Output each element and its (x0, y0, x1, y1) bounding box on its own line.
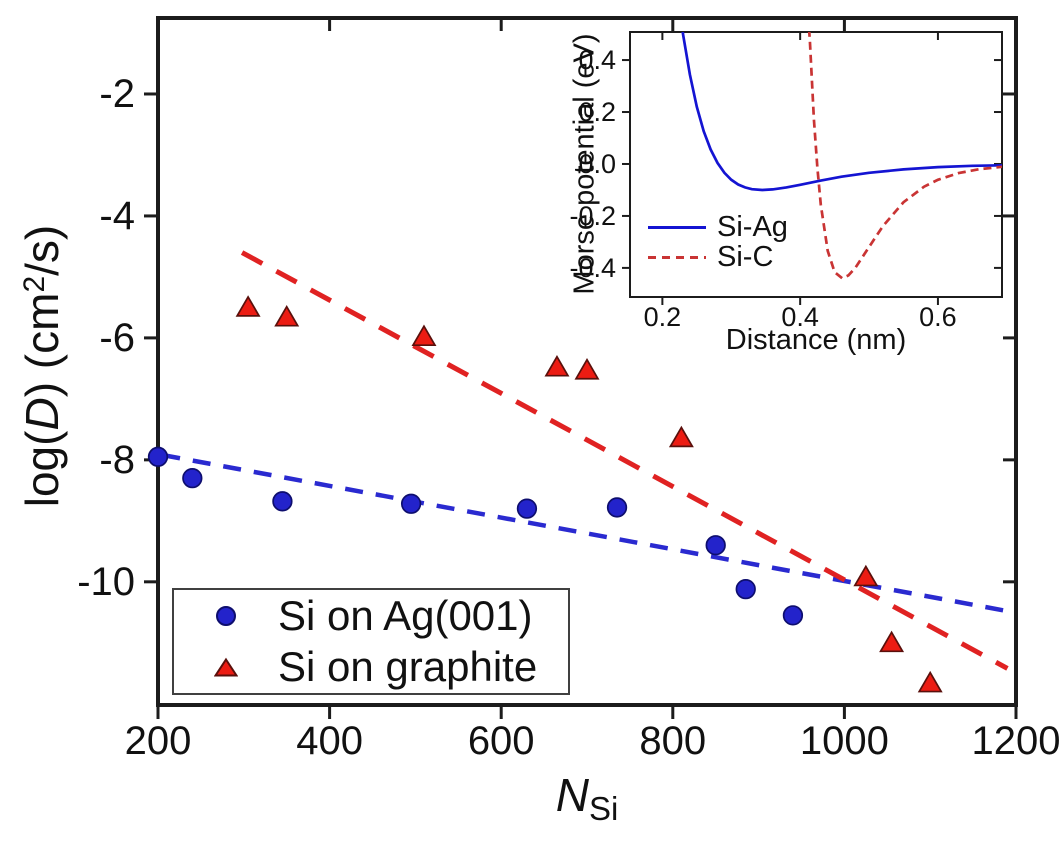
main-x-tick-label: 1200 (972, 719, 1061, 763)
curve-si-ag (681, 32, 1002, 192)
curve-si-c (807, 32, 1002, 280)
data-point-si-on-ag-001- (516, 498, 538, 519)
main-y-tick-label: -8 (99, 438, 135, 482)
main-x-tick-label: 600 (468, 719, 535, 763)
data-point-si-on-ag-001- (782, 605, 804, 626)
legend-label-si-on-graphite: Si on graphite (278, 643, 538, 691)
y-title-variable: D (16, 397, 68, 431)
inset-legend-label-si-ag: Si-Ag (717, 211, 788, 243)
main-y-tick-label: -2 (99, 72, 135, 116)
x-title-subscript: Si (588, 790, 619, 827)
inset-x-axis-title: Distance (nm) (725, 324, 907, 356)
y-title-part: log( (16, 430, 68, 508)
main-y-tick-label: -6 (99, 316, 135, 360)
x-title-variable: N (555, 769, 589, 821)
data-point-si-on-graphite (544, 354, 570, 377)
main-y-tick-label: -10 (77, 560, 135, 604)
legend-marker-cell (174, 657, 278, 678)
inset-legend-line-si-ag (648, 226, 706, 229)
data-point-si-on-ag-001- (147, 446, 169, 467)
inset-x-tick-label: 0.6 (919, 302, 957, 332)
inset-y-tick-label: 0.2 (578, 97, 616, 127)
data-point-si-on-ag-001- (606, 497, 628, 518)
inset-y-tick-label: 0.0 (578, 149, 616, 179)
inset-y-axis-title: Morse potential (eV) (568, 33, 601, 295)
y-title-part: /s) (16, 224, 68, 276)
data-point-si-on-graphite (274, 304, 300, 327)
trendline-si-on-graphite-fit (240, 250, 1009, 671)
data-point-si-on-graphite (879, 630, 905, 653)
data-point-si-on-ag-001- (182, 468, 203, 489)
data-point-si-on-graphite (668, 425, 694, 448)
y-title-superscript: 2 (18, 275, 51, 293)
legend-label-si-on-ag: Si on Ag(001) (278, 591, 533, 639)
data-point-si-on-graphite (853, 564, 879, 587)
data-point-si-on-ag-001- (272, 491, 293, 512)
legend-marker-cell (174, 605, 278, 626)
data-point-si-on-graphite (917, 670, 943, 693)
main-x-tick-label: 400 (296, 719, 363, 763)
inset-x-tick-label: 0.2 (644, 302, 682, 332)
y-axis-title: log(D) (cm2/s) (15, 225, 69, 508)
data-point-si-on-graphite (411, 324, 437, 347)
main-x-tick-label: 800 (639, 719, 706, 763)
legend-row-si-on-graphite: Si on graphite (174, 642, 568, 694)
inset-legend-label-si-c: Si-C (717, 241, 774, 273)
data-point-si-on-graphite (574, 358, 600, 380)
data-point-si-on-ag-001- (400, 493, 422, 514)
inset-plot-area: 0.2 0.4 0.6 0.4 0.2 0.0 -0.2 -0.4 (569, 31, 1003, 332)
main-x-tick-label: 200 (125, 719, 192, 763)
main-x-tick-label: 1000 (800, 719, 889, 763)
inset-y-tick-label: 0.4 (578, 45, 616, 75)
inset-x-tick-label: 0.4 (781, 302, 819, 332)
triangle-marker-icon (214, 657, 238, 677)
inset-y-tick-label: -0.4 (569, 253, 616, 283)
inset-legend-line-si-c (648, 256, 706, 259)
data-point-si-on-graphite (235, 295, 261, 317)
circle-marker-icon (216, 605, 236, 626)
y-title-part: ) (cm (16, 292, 68, 398)
inset-y-tick-label: -0.2 (569, 201, 616, 231)
data-point-si-on-ag-001- (705, 535, 726, 556)
x-axis-title: NSi (556, 768, 619, 828)
legend-row-si-on-ag: Si on Ag(001) (174, 590, 568, 642)
main-y-tick-label: -4 (99, 194, 135, 238)
main-legend: Si on Ag(001) Si on graphite (172, 588, 570, 695)
data-point-si-on-ag-001- (735, 578, 756, 600)
